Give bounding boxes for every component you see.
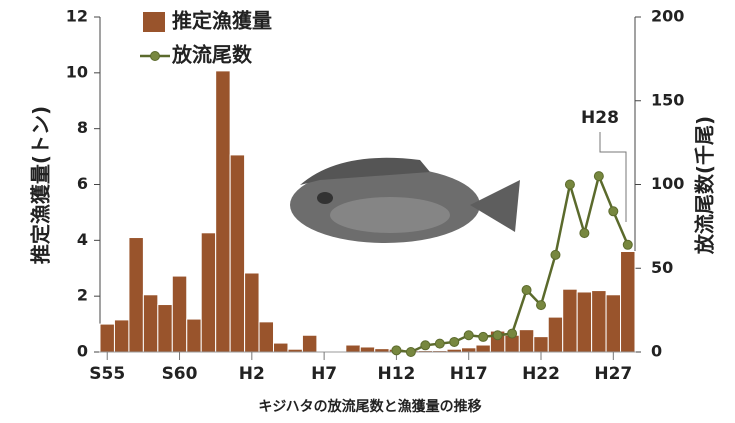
y2-tick-label: 100	[651, 174, 684, 193]
marker	[622, 239, 633, 250]
bar	[258, 321, 275, 353]
y-axis-title: 推定漁獲量(トン)	[29, 106, 53, 264]
x-axis-title: キジハタの放流尾数と漁獲量の推移	[258, 398, 481, 415]
y2-tick-label: 50	[651, 258, 673, 277]
bar	[475, 344, 491, 353]
bar	[374, 348, 390, 353]
bar	[518, 329, 535, 353]
legend-label: 推定漁獲量	[172, 9, 272, 33]
x-tick-label: H7	[311, 364, 337, 384]
bar	[200, 232, 217, 353]
marker	[507, 328, 518, 339]
bar	[605, 294, 622, 353]
marker	[463, 330, 474, 341]
annotation-leader	[599, 132, 627, 222]
y2-tick-label: 0	[651, 342, 662, 361]
bar	[533, 336, 549, 353]
x-tick-label: H2	[239, 364, 265, 384]
bar	[229, 154, 246, 353]
y2-axis-title: 放流尾数(千尾)	[693, 116, 717, 255]
marker	[593, 171, 604, 182]
x-tick-label: H27	[594, 364, 632, 384]
y-tick-label: 10	[66, 62, 88, 81]
x-tick-label: S60	[162, 364, 198, 384]
bar	[562, 288, 578, 353]
marker	[564, 179, 575, 190]
bar	[99, 323, 115, 353]
marker	[420, 340, 431, 351]
y-tick-label: 0	[77, 342, 88, 361]
bar	[591, 290, 607, 353]
bar	[273, 342, 289, 353]
marker	[579, 228, 590, 239]
fish-illustration	[290, 157, 520, 243]
y-tick-label: 4	[77, 230, 88, 249]
legend-label: 放流尾数	[171, 43, 253, 67]
marker	[434, 338, 445, 349]
marker	[492, 330, 503, 341]
bar	[113, 319, 130, 353]
bar	[157, 304, 173, 353]
bar	[142, 294, 159, 353]
marker	[449, 336, 460, 347]
y2-tick-label: 200	[651, 7, 684, 26]
bar	[576, 291, 593, 353]
marker	[608, 206, 619, 217]
x-tick-label: H12	[377, 364, 415, 384]
y-tick-label: 8	[77, 118, 88, 137]
bar	[171, 275, 188, 353]
legend-swatch	[143, 12, 165, 32]
bar	[244, 272, 260, 353]
marker	[478, 331, 489, 342]
bar	[460, 347, 477, 353]
bar	[547, 316, 564, 353]
bar	[301, 334, 318, 353]
bar	[215, 70, 231, 353]
bar	[359, 346, 376, 353]
y-tick-label: 2	[77, 286, 88, 305]
marker	[391, 345, 402, 356]
marker	[521, 285, 532, 296]
marker	[550, 249, 561, 260]
marker	[536, 300, 547, 311]
legend-marker	[150, 51, 160, 61]
x-tick-label: S55	[89, 364, 125, 384]
annotation: H28	[581, 108, 619, 128]
bar	[620, 251, 636, 353]
bar	[186, 318, 202, 353]
x-tick-label: H22	[522, 364, 560, 384]
y2-tick-label: 150	[651, 90, 684, 109]
bar	[345, 344, 361, 353]
marker	[405, 347, 416, 357]
bar	[128, 237, 144, 353]
y-tick-label: 6	[77, 174, 88, 193]
y-tick-label: 12	[66, 7, 88, 26]
x-tick-label: H17	[450, 364, 488, 384]
